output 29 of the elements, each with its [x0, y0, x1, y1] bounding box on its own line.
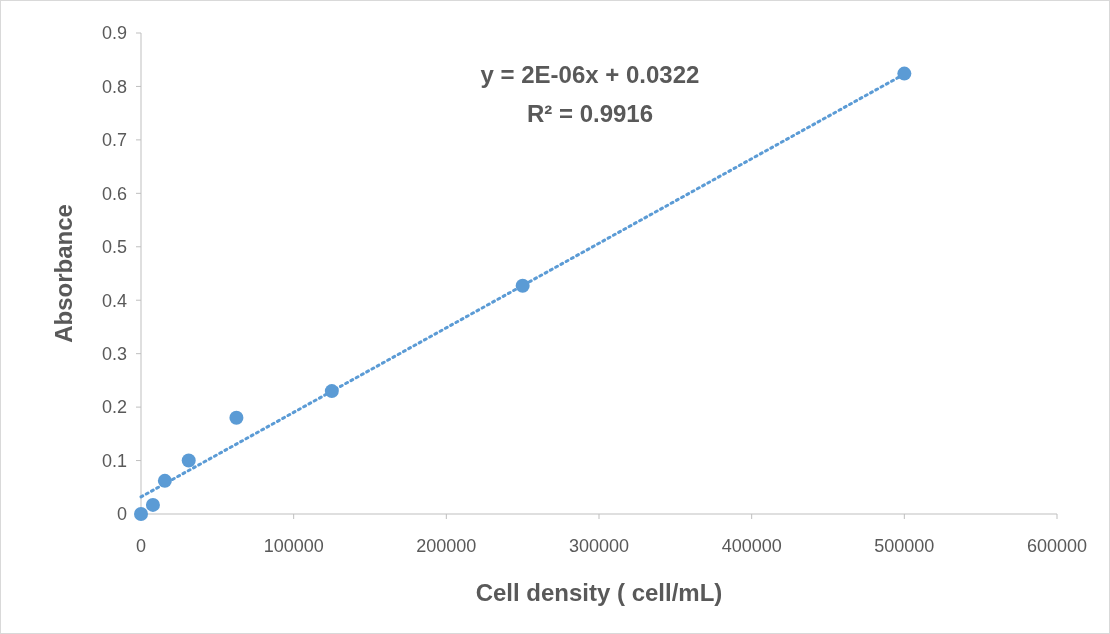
y-tick-label: 0.1	[101, 450, 127, 471]
y-tick-label: 0.7	[101, 130, 127, 151]
y-tick-label: 0.6	[101, 183, 127, 204]
x-tick-label: 500000	[874, 536, 935, 556]
y-tick-label: 0.3	[101, 343, 127, 364]
point	[229, 410, 244, 425]
x-tick-label: 0	[135, 536, 147, 556]
point	[324, 384, 339, 399]
point	[897, 66, 912, 81]
y-tick-label: 0.5	[101, 237, 127, 258]
point	[181, 453, 196, 468]
x-tick-label: 400000	[721, 536, 782, 556]
y-tick-label: 0.2	[101, 397, 127, 418]
x-tick-label: 100000	[263, 536, 324, 556]
point	[134, 507, 148, 521]
y-tick-label: 0.8	[101, 76, 127, 97]
y-tick-label: 0.4	[101, 290, 127, 311]
x-axis-title: Cell density ( cell/mL)	[475, 579, 723, 606]
point	[145, 497, 160, 512]
y-tick-label: 0.9	[101, 23, 127, 44]
point	[157, 473, 172, 488]
annotation: R² = 0.9916	[526, 100, 654, 127]
x-tick-label: 600000	[1026, 536, 1088, 556]
annotation: y = 2E-06x + 0.0322	[480, 61, 700, 88]
x-tick-label: 300000	[568, 536, 630, 556]
x-tick-label: 200000	[416, 536, 477, 556]
y-axis-title: Absorbance	[50, 204, 77, 343]
point	[515, 278, 530, 293]
y-tick-label: 0	[116, 504, 127, 525]
